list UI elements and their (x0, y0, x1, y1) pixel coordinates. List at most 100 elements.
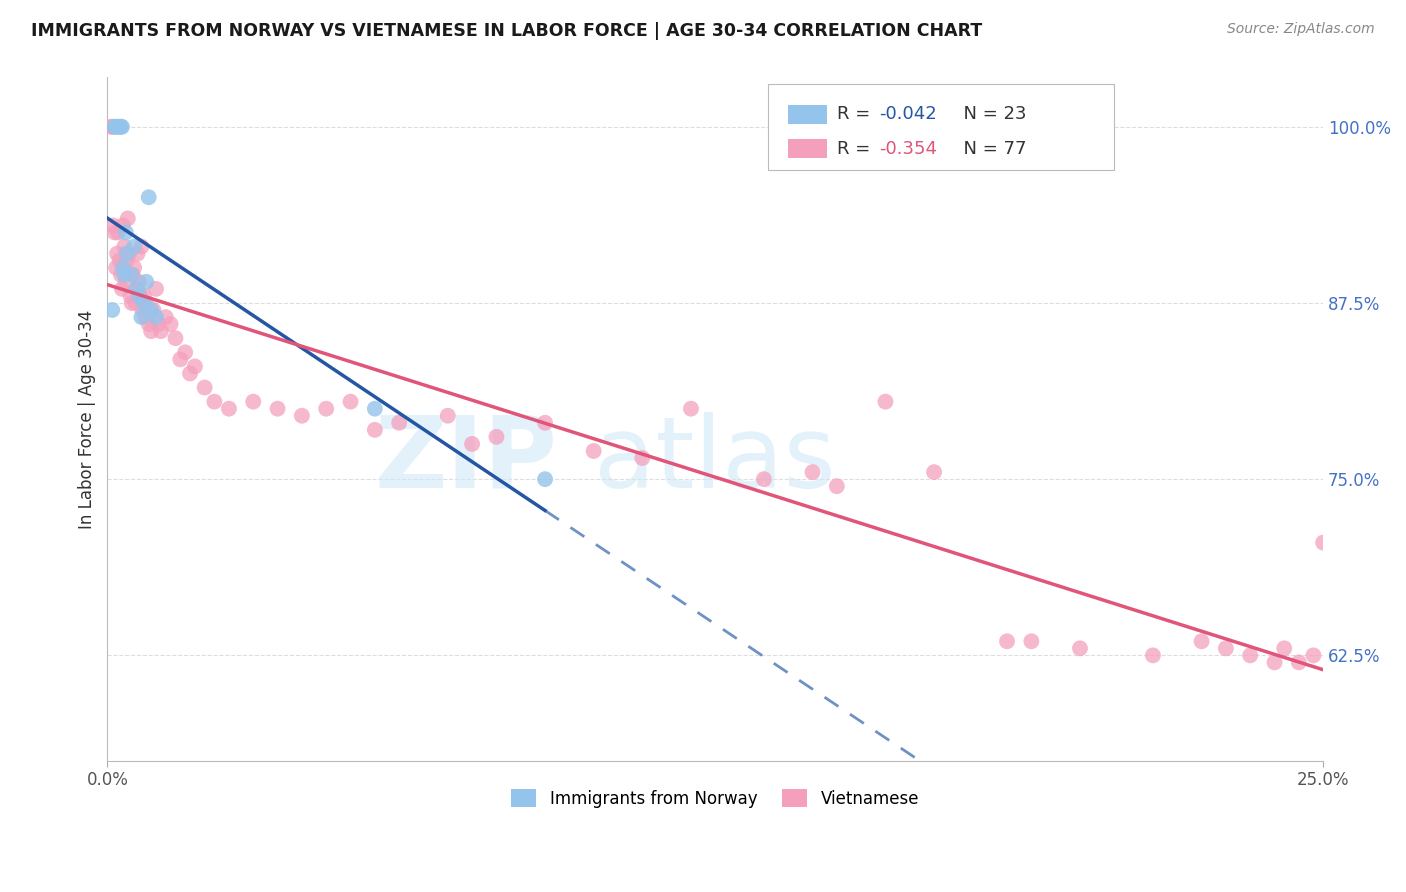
Text: N = 23: N = 23 (952, 105, 1026, 123)
Text: atlas: atlas (593, 412, 835, 508)
Point (875, 394, 897, 409)
Point (141, 303, 163, 318)
Bar (789, 139, 827, 158)
Point (111, 219, 134, 233)
Point (1263, 656, 1285, 670)
Text: Source: ZipAtlas.com: Source: ZipAtlas.com (1227, 22, 1375, 37)
Point (315, 401, 337, 416)
Point (121, 296, 143, 310)
Point (266, 401, 288, 416)
Point (1302, 648, 1324, 663)
Point (1272, 641, 1295, 656)
Point (115, 275, 138, 289)
Point (110, 120, 132, 134)
Text: ZIP: ZIP (374, 412, 557, 508)
Point (131, 239, 153, 253)
Point (132, 289, 155, 303)
Point (115, 246, 138, 260)
Point (111, 282, 134, 296)
Point (631, 450, 654, 465)
Point (122, 239, 145, 253)
Point (131, 303, 153, 318)
Point (105, 120, 128, 134)
Point (108, 253, 131, 268)
Point (1288, 656, 1310, 670)
Point (169, 352, 191, 367)
Point (388, 416, 411, 430)
Point (174, 345, 197, 359)
Point (134, 310, 156, 324)
Point (101, 120, 124, 134)
Point (291, 409, 314, 423)
Text: R =: R = (837, 105, 876, 123)
Point (145, 310, 167, 324)
Point (1312, 535, 1334, 549)
Point (922, 465, 945, 479)
Point (179, 367, 201, 381)
FancyBboxPatch shape (768, 84, 1114, 169)
Point (155, 310, 177, 324)
Point (534, 416, 557, 430)
Point (138, 190, 160, 204)
Point (1021, 634, 1043, 648)
Point (111, 120, 134, 134)
Point (1191, 634, 1213, 648)
Point (103, 219, 125, 233)
Text: -0.354: -0.354 (879, 139, 938, 158)
Point (138, 317, 160, 331)
Point (120, 289, 142, 303)
Point (202, 394, 225, 409)
Point (112, 239, 135, 253)
Point (105, 120, 128, 134)
Y-axis label: In Labor Force | Age 30-34: In Labor Force | Age 30-34 (79, 310, 96, 529)
Point (124, 296, 146, 310)
Point (141, 324, 163, 338)
Point (995, 634, 1018, 648)
Point (582, 444, 605, 458)
Point (115, 226, 138, 240)
Point (485, 430, 508, 444)
Point (194, 380, 217, 394)
Point (108, 120, 131, 134)
Point (125, 282, 148, 296)
Point (101, 303, 124, 318)
Text: -0.042: -0.042 (879, 105, 938, 123)
Text: N = 77: N = 77 (952, 139, 1026, 158)
Point (436, 409, 458, 423)
Point (121, 268, 143, 282)
Point (131, 310, 153, 324)
Point (129, 289, 152, 303)
Point (104, 120, 127, 134)
Point (142, 303, 165, 318)
Point (159, 317, 181, 331)
Point (1239, 648, 1261, 663)
Point (364, 401, 387, 416)
Point (752, 472, 775, 486)
Point (105, 260, 128, 275)
Point (364, 423, 387, 437)
Text: R =: R = (837, 139, 876, 158)
Point (127, 246, 149, 260)
Point (148, 317, 170, 331)
Point (242, 394, 264, 409)
Point (122, 260, 145, 275)
Point (132, 296, 155, 310)
Point (128, 275, 150, 289)
Point (825, 479, 848, 493)
Point (184, 359, 207, 374)
Point (117, 211, 139, 226)
Point (115, 253, 138, 268)
Point (218, 401, 240, 416)
Point (105, 246, 128, 260)
Point (801, 465, 824, 479)
Point (135, 275, 157, 289)
Point (111, 260, 134, 275)
Point (135, 296, 157, 310)
Point (112, 268, 135, 282)
Point (121, 268, 143, 282)
Point (1142, 648, 1164, 663)
Point (1069, 641, 1091, 656)
Point (118, 246, 141, 260)
Point (100, 120, 122, 134)
Legend: Immigrants from Norway, Vietnamese: Immigrants from Norway, Vietnamese (505, 783, 925, 814)
